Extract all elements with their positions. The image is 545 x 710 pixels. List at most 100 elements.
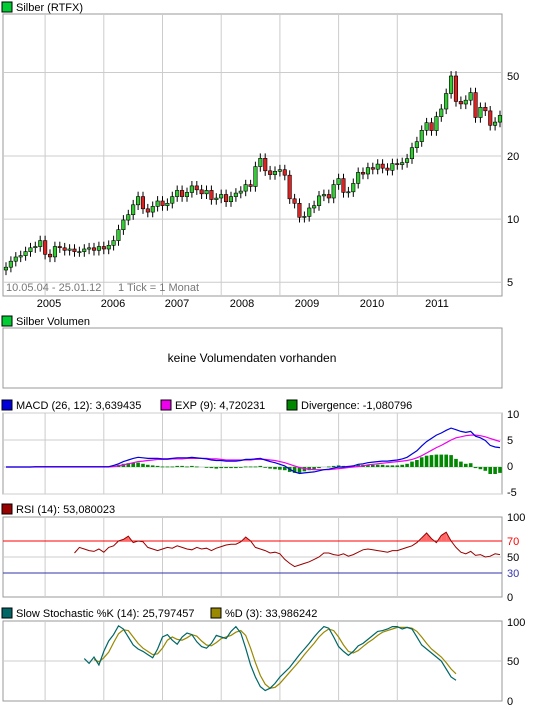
candle-body — [302, 216, 307, 218]
divergence-bar — [424, 455, 429, 467]
rsi-fill-segment — [421, 533, 427, 541]
stoch-y-label-100: 100 — [507, 617, 525, 629]
candle-body — [360, 172, 366, 175]
divergence-bar — [219, 467, 223, 469]
candle-body — [96, 246, 101, 251]
stoch-k-line — [83, 624, 457, 692]
rsi-line — [74, 531, 501, 568]
price-y-label-20: 20 — [507, 151, 519, 163]
candle-body — [297, 203, 302, 218]
candle-body — [468, 92, 473, 101]
divergence-bar — [175, 465, 179, 467]
date-range: 10.05.04 - 25.01.12 — [6, 282, 101, 294]
candle-body — [492, 121, 498, 126]
candle-body — [160, 200, 165, 206]
candle-body — [101, 246, 106, 250]
divergence-bar — [243, 466, 248, 468]
divergence-bar — [405, 463, 409, 467]
macd-plot-frame — [2, 412, 503, 495]
divergence-bar — [263, 467, 267, 468]
x-label-2005: 2005 — [37, 298, 61, 310]
divergence-bar — [292, 467, 297, 473]
price-legend-swatch — [1, 1, 13, 13]
divergence-bar — [390, 465, 395, 467]
divergence-bar — [395, 465, 400, 467]
candle-body — [307, 207, 312, 217]
candle-body — [233, 192, 238, 197]
divergence-bar — [434, 454, 439, 467]
rsi-lines — [74, 531, 501, 568]
divergence-bar — [224, 467, 228, 469]
divergence-bar — [493, 467, 497, 474]
macd-y-label-5: 5 — [507, 435, 513, 447]
divergence-bar — [170, 466, 175, 468]
rsi-y-label-70: 70 — [507, 536, 519, 548]
stoch-d-line — [93, 626, 457, 689]
macd-legend: MACD (26, 12): 3,639435 — [16, 400, 141, 412]
candle-body — [52, 246, 58, 258]
volume-legend-swatch — [1, 315, 13, 327]
candle-body — [424, 122, 429, 131]
divergence-bar — [439, 454, 444, 467]
divergence-bar — [468, 463, 473, 467]
candle-body — [321, 194, 327, 197]
candle-body — [184, 192, 189, 197]
stoch-k-legend-swatch — [1, 607, 13, 619]
candle-body — [106, 245, 111, 250]
candle-body — [326, 194, 331, 199]
candle-body — [365, 167, 371, 175]
candle-body — [287, 174, 292, 200]
candle-body — [57, 246, 62, 249]
price-legend: Silber (RTFX) — [16, 2, 83, 14]
divergence-bar — [498, 467, 502, 473]
stoch-lines — [83, 624, 457, 692]
candle-body — [253, 166, 258, 187]
price-grid — [3, 14, 502, 296]
candle-body — [136, 196, 141, 206]
divergence-bar — [410, 461, 414, 467]
candle-body — [8, 260, 13, 268]
candle-body — [92, 247, 97, 251]
candle-body — [346, 191, 351, 194]
candle-body — [463, 99, 468, 105]
candle-body — [453, 75, 459, 102]
macd-grid — [3, 412, 502, 495]
divergence-bar — [195, 466, 199, 468]
candle-body — [3, 266, 8, 271]
divergence-bar — [160, 466, 165, 468]
candle-body — [33, 246, 38, 249]
candle-body — [351, 183, 356, 193]
divergence-bar — [190, 465, 194, 467]
candle-body — [28, 247, 33, 252]
rsi-legend: RSI (14): 53,080023 — [16, 504, 115, 516]
candle-body — [145, 208, 150, 213]
divergence-bar — [141, 463, 145, 467]
macd-y-label-0: 0 — [507, 461, 513, 473]
divergence-bar — [185, 466, 189, 468]
candle-body — [312, 205, 317, 209]
divergence-bar — [366, 464, 370, 467]
candle-body — [72, 248, 77, 252]
candle-body — [370, 167, 375, 170]
candle-body — [444, 93, 449, 110]
candle-body — [375, 163, 380, 170]
candle-body — [131, 204, 136, 216]
x-label-2006: 2006 — [101, 298, 125, 310]
candle-body — [13, 256, 18, 262]
divergence-bar — [415, 460, 419, 467]
candle-body — [23, 251, 28, 256]
divergence-bar — [312, 467, 316, 470]
macd-line — [6, 427, 501, 475]
candle-body — [268, 170, 273, 175]
divergence-bar — [155, 465, 160, 467]
x-label-2010: 2010 — [360, 298, 384, 310]
candle-body — [429, 122, 434, 131]
divergence-bar — [449, 455, 453, 467]
div-legend: Divergence: -1,080796 — [301, 400, 412, 412]
candle-body — [483, 107, 488, 112]
candle-body — [341, 178, 346, 193]
price-y-label-10: 10 — [507, 214, 519, 226]
volume-legend: Silber Volumen — [16, 316, 90, 328]
divergence-bar — [429, 455, 434, 467]
candle-body — [87, 247, 92, 250]
